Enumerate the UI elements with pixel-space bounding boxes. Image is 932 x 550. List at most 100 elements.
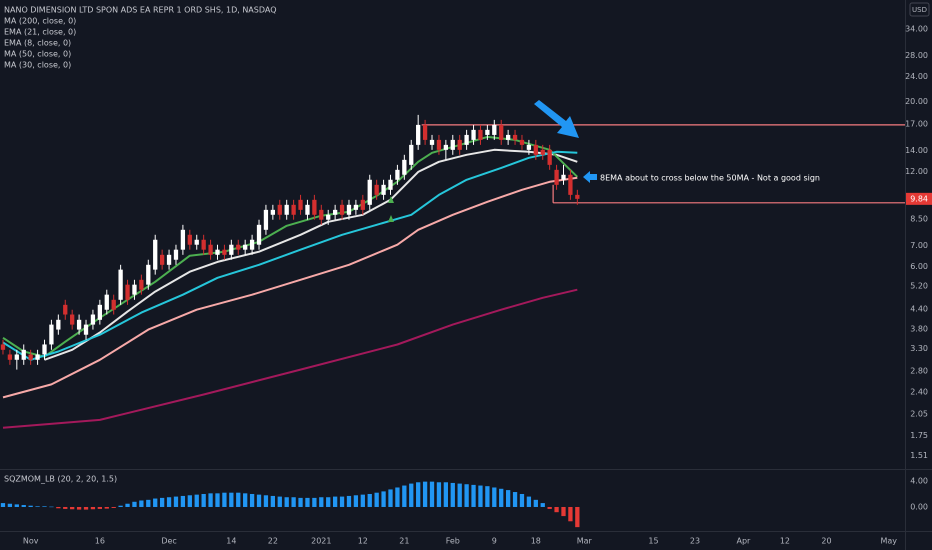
- candle-body: [83, 324, 89, 335]
- candle-body: [505, 134, 511, 140]
- momentum-bar: [256, 494, 262, 507]
- momentum-bar: [464, 484, 469, 507]
- candle-body: [436, 139, 442, 150]
- momentum-bar: [499, 488, 504, 507]
- axes: 34.00 28.00 24.00 20.00 17.00 14.00 12.00 8.50 7…: [23, 24, 932, 546]
- momentum-bar: [443, 482, 449, 507]
- momentum-bar: [305, 497, 310, 507]
- candle-body: [215, 249, 220, 255]
- momentum-pane: [0, 481, 580, 528]
- momentum-bar: [70, 506, 75, 510]
- candle-body: [222, 249, 227, 255]
- y-tick-label: 2.05: [910, 409, 928, 418]
- candle-body: [166, 254, 172, 265]
- momentum-bar: [187, 495, 192, 507]
- candle-body: [249, 239, 255, 250]
- candle-body: [346, 204, 352, 215]
- candle-body: [277, 204, 282, 215]
- momentum-bar: [319, 497, 324, 507]
- candle-body: [284, 204, 289, 215]
- x-tick-label: 9: [492, 537, 497, 546]
- candle-body: [90, 314, 96, 325]
- y-tick-label: 8.50: [910, 214, 928, 223]
- candle-body: [42, 344, 47, 355]
- candle-body: [395, 169, 400, 180]
- ma-line: [2, 176, 578, 399]
- momentum-bar: [0, 503, 6, 507]
- candle-body: [104, 294, 109, 310]
- x-tick-label: 14: [226, 537, 236, 546]
- candle-body: [312, 199, 317, 215]
- momentum-bar: [367, 493, 372, 507]
- symbol-title: NANO DIMENSION LTD SPON ADS EA REPR 1 OR…: [4, 6, 277, 15]
- candle-body: [180, 229, 186, 250]
- currency[interactable]: USD: [912, 6, 927, 14]
- momentum-bar: [436, 482, 442, 507]
- candle-body: [367, 179, 372, 205]
- momentum-bar: [526, 496, 532, 507]
- y-tick-label: 4.00: [910, 476, 928, 485]
- last-price-label: 9.84: [910, 194, 928, 203]
- momentum-bar: [450, 482, 455, 507]
- momentum-bar: [547, 506, 552, 509]
- momentum-bar: [533, 499, 538, 507]
- x-tick-label: Mar: [577, 537, 593, 546]
- momentum-bar: [236, 492, 241, 507]
- signal-marker: [388, 196, 394, 203]
- candle-body: [305, 204, 310, 215]
- candle-body: [146, 264, 151, 285]
- y-tick-label: 2.80: [910, 367, 928, 376]
- momentum-bar: [492, 487, 497, 507]
- candle-body: [76, 319, 82, 330]
- candle-body: [187, 234, 192, 245]
- y-tick-label: 12.00: [905, 167, 928, 176]
- candle-body: [132, 284, 137, 295]
- x-tick-label: 15: [648, 537, 658, 546]
- momentum-bar: [28, 505, 33, 507]
- candle-body: [28, 354, 33, 360]
- y-tick-label: 1.75: [910, 431, 928, 440]
- candle-body: [512, 134, 518, 140]
- legend-entry: MA (50, close, 0): [4, 50, 71, 59]
- momentum-bar: [457, 483, 462, 507]
- ma-line: [2, 288, 578, 429]
- momentum-bar: [512, 492, 518, 507]
- candle-body: [526, 144, 532, 150]
- candle-body: [70, 314, 75, 325]
- x-tick-label: 23: [690, 537, 700, 546]
- momentum-bar: [56, 506, 61, 509]
- momentum-bar: [554, 506, 559, 513]
- candle-body: [450, 139, 455, 150]
- candle-body: [381, 184, 386, 195]
- candle-body: [478, 129, 483, 140]
- candle-body: [229, 244, 234, 255]
- currency-box[interactable]: [909, 2, 930, 17]
- x-tick-label: Apr: [736, 537, 751, 546]
- candle-body: [471, 129, 476, 140]
- momentum-bar: [291, 497, 296, 507]
- y-tick-label: 3.80: [910, 325, 928, 334]
- x-tick-label: 12: [780, 537, 790, 546]
- candle-body: [270, 209, 276, 215]
- candle-body: [125, 284, 130, 300]
- momentum-bar: [326, 497, 331, 507]
- candle-body: [291, 204, 296, 215]
- momentum-bar: [312, 497, 317, 507]
- signal-marker: [388, 215, 394, 222]
- legend: NANO DIMENSION LTD SPON ADS EA REPR 1 OR…: [4, 6, 277, 70]
- candle-body: [298, 199, 303, 210]
- y-tick-label: 4.40: [910, 305, 928, 314]
- x-tick-label: May: [880, 537, 897, 546]
- momentum-bar: [229, 492, 234, 507]
- candle-body: [374, 184, 379, 195]
- momentum-bar: [409, 483, 414, 507]
- candle-body: [208, 244, 213, 255]
- candle-body: [35, 354, 40, 360]
- momentum-bar: [298, 497, 303, 507]
- momentum-bar: [416, 482, 421, 507]
- momentum-bar: [575, 506, 580, 528]
- y-tick-label: 6.00: [910, 262, 928, 271]
- momentum-bar: [471, 484, 476, 507]
